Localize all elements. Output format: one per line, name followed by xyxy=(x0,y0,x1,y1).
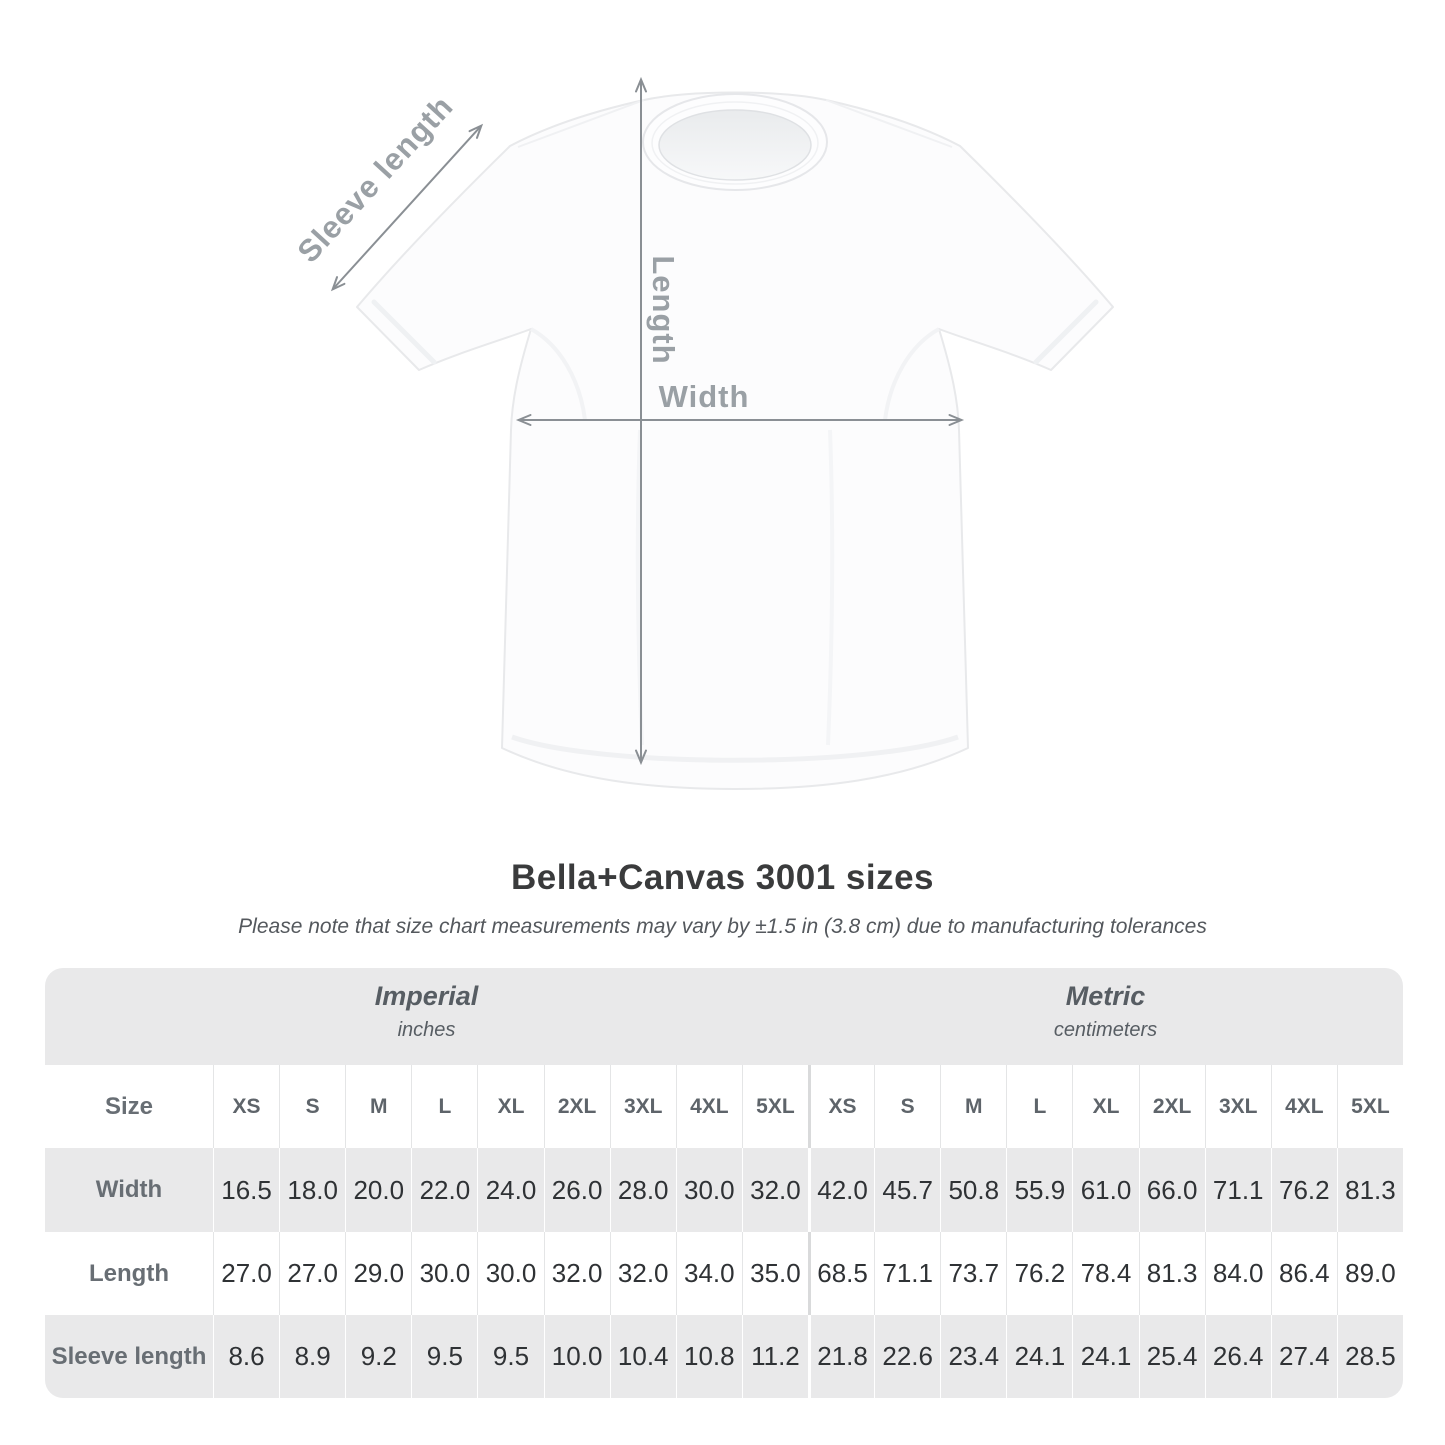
value-cell: 28.5 xyxy=(1336,1315,1403,1398)
measurement-row: Length 27.0 27.0 29.0 30.0 30.0 32.0 32.0 34.0 3… xyxy=(45,1232,1403,1315)
value-cell: 30.0 xyxy=(477,1232,543,1315)
value-cell: 25.4 xyxy=(1138,1315,1205,1398)
value-cell: 26.4 xyxy=(1204,1315,1271,1398)
value-cell: 89.0 xyxy=(1336,1232,1403,1315)
value-cell: 27.0 xyxy=(279,1232,345,1315)
size-col-header: 5XL xyxy=(1336,1065,1403,1148)
value-cell: 11.2 xyxy=(741,1315,808,1398)
size-col-header: M xyxy=(345,1065,411,1148)
size-header-row: Size XS S M L XL 2XL 3XL 4XL 5XL XS S M L XL 2XL 3XL 4XL… xyxy=(45,1065,1403,1148)
size-col-header: XL xyxy=(1072,1065,1138,1148)
sleeve-length-arrow xyxy=(330,123,484,292)
value-cell: 32.0 xyxy=(609,1232,676,1315)
value-cell: 8.6 xyxy=(213,1315,279,1398)
size-col-header: 4XL xyxy=(675,1065,742,1148)
value-cell: 30.0 xyxy=(675,1148,742,1232)
value-cell: 8.9 xyxy=(279,1315,345,1398)
value-cell: 84.0 xyxy=(1204,1232,1271,1315)
value-cell: 42.0 xyxy=(808,1148,874,1232)
value-cell: 66.0 xyxy=(1138,1148,1205,1232)
value-cell: 9.5 xyxy=(411,1315,477,1398)
size-col-header: S xyxy=(279,1065,345,1148)
tolerance-note: Please note that size chart measurements… xyxy=(238,915,1207,938)
value-cell: 10.0 xyxy=(543,1315,610,1398)
imperial-label: Imperial xyxy=(374,981,479,1011)
measurement-row: Sleeve length 8.6 8.9 9.2 9.5 9.5 10.0 10.4 10.… xyxy=(45,1315,1403,1398)
value-cell: 28.0 xyxy=(609,1148,676,1232)
page-title: Bella+Canvas 3001 sizes xyxy=(510,858,935,897)
value-cell: 10.4 xyxy=(609,1315,676,1398)
size-col-header: 3XL xyxy=(609,1065,676,1148)
value-cell: 24.0 xyxy=(477,1148,543,1232)
value-cell: 32.0 xyxy=(543,1232,610,1315)
value-cell: 27.0 xyxy=(213,1232,279,1315)
measurement-arrows xyxy=(330,76,965,766)
value-cell: 45.7 xyxy=(874,1148,940,1232)
size-col-header: L xyxy=(411,1065,477,1148)
value-cell: 32.0 xyxy=(741,1148,808,1232)
size-chart-table: Imperial inches Metric centimeters Size … xyxy=(45,968,1403,1398)
size-col-header: XS xyxy=(213,1065,279,1148)
size-col-header: 5XL xyxy=(741,1065,808,1148)
value-cell: 27.4 xyxy=(1270,1315,1337,1398)
size-col-header: XL xyxy=(477,1065,543,1148)
value-cell: 78.4 xyxy=(1072,1232,1138,1315)
size-col-header: L xyxy=(1006,1065,1072,1148)
value-cell: 50.8 xyxy=(940,1148,1006,1232)
length-label: Length xyxy=(646,255,681,364)
row-label-sleeve-length: Sleeve length xyxy=(51,1342,207,1370)
value-cell: 24.1 xyxy=(1072,1315,1138,1398)
tshirt-neck-opening xyxy=(658,109,812,181)
value-cell: 29.0 xyxy=(345,1232,411,1315)
value-cell: 23.4 xyxy=(940,1315,1006,1398)
value-cell: 20.0 xyxy=(345,1148,411,1232)
size-col-header: 2XL xyxy=(543,1065,610,1148)
value-cell: 76.2 xyxy=(1270,1148,1337,1232)
size-col-header: 4XL xyxy=(1270,1065,1337,1148)
row-label-width: Width xyxy=(95,1176,163,1203)
size-row-label: Size xyxy=(104,1092,154,1120)
tshirt-body xyxy=(356,91,1114,790)
metric-sublabel: centimeters xyxy=(1053,1019,1158,1041)
imperial-sublabel: inches xyxy=(397,1019,456,1041)
size-col-header: 2XL xyxy=(1138,1065,1205,1148)
value-cell: 24.1 xyxy=(1006,1315,1072,1398)
value-cell: 35.0 xyxy=(741,1232,808,1315)
value-cell: 81.3 xyxy=(1336,1148,1403,1232)
measurement-row: Width 16.5 18.0 20.0 22.0 24.0 26.0 28.0 30.0 32… xyxy=(45,1148,1403,1232)
size-col-header: 3XL xyxy=(1204,1065,1271,1148)
value-cell: 76.2 xyxy=(1006,1232,1072,1315)
value-cell: 26.0 xyxy=(543,1148,610,1232)
value-cell: 71.1 xyxy=(1204,1148,1271,1232)
tshirt-measurement-diagram: Sleeve length Length Width xyxy=(290,76,1114,790)
value-cell: 18.0 xyxy=(279,1148,345,1232)
value-cell: 81.3 xyxy=(1138,1232,1205,1315)
value-cell: 73.7 xyxy=(940,1232,1006,1315)
value-cell: 71.1 xyxy=(874,1232,940,1315)
value-cell: 55.9 xyxy=(1006,1148,1072,1232)
unit-group-header-row: Imperial inches Metric centimeters xyxy=(45,968,1403,1065)
value-cell: 16.5 xyxy=(213,1148,279,1232)
value-cell: 22.0 xyxy=(411,1148,477,1232)
value-cell: 68.5 xyxy=(808,1232,874,1315)
value-cell: 61.0 xyxy=(1072,1148,1138,1232)
size-col-header: XS xyxy=(808,1065,874,1148)
value-cell: 21.8 xyxy=(808,1315,874,1398)
value-cell: 9.5 xyxy=(477,1315,543,1398)
value-cell: 10.8 xyxy=(675,1315,742,1398)
value-cell: 30.0 xyxy=(411,1232,477,1315)
size-col-header: S xyxy=(874,1065,940,1148)
value-cell: 34.0 xyxy=(675,1232,742,1315)
value-cell: 22.6 xyxy=(874,1315,940,1398)
row-label-length: Length xyxy=(89,1259,169,1287)
metric-group-header: Metric centimeters xyxy=(808,968,1403,1065)
width-label: Width xyxy=(659,379,750,414)
value-cell: 9.2 xyxy=(345,1315,411,1398)
metric-label: Metric xyxy=(1065,981,1146,1011)
value-cell: 86.4 xyxy=(1270,1232,1337,1315)
imperial-group-header: Imperial inches xyxy=(45,968,808,1065)
tshirt-illustration xyxy=(356,91,1114,790)
size-col-header: M xyxy=(940,1065,1006,1148)
